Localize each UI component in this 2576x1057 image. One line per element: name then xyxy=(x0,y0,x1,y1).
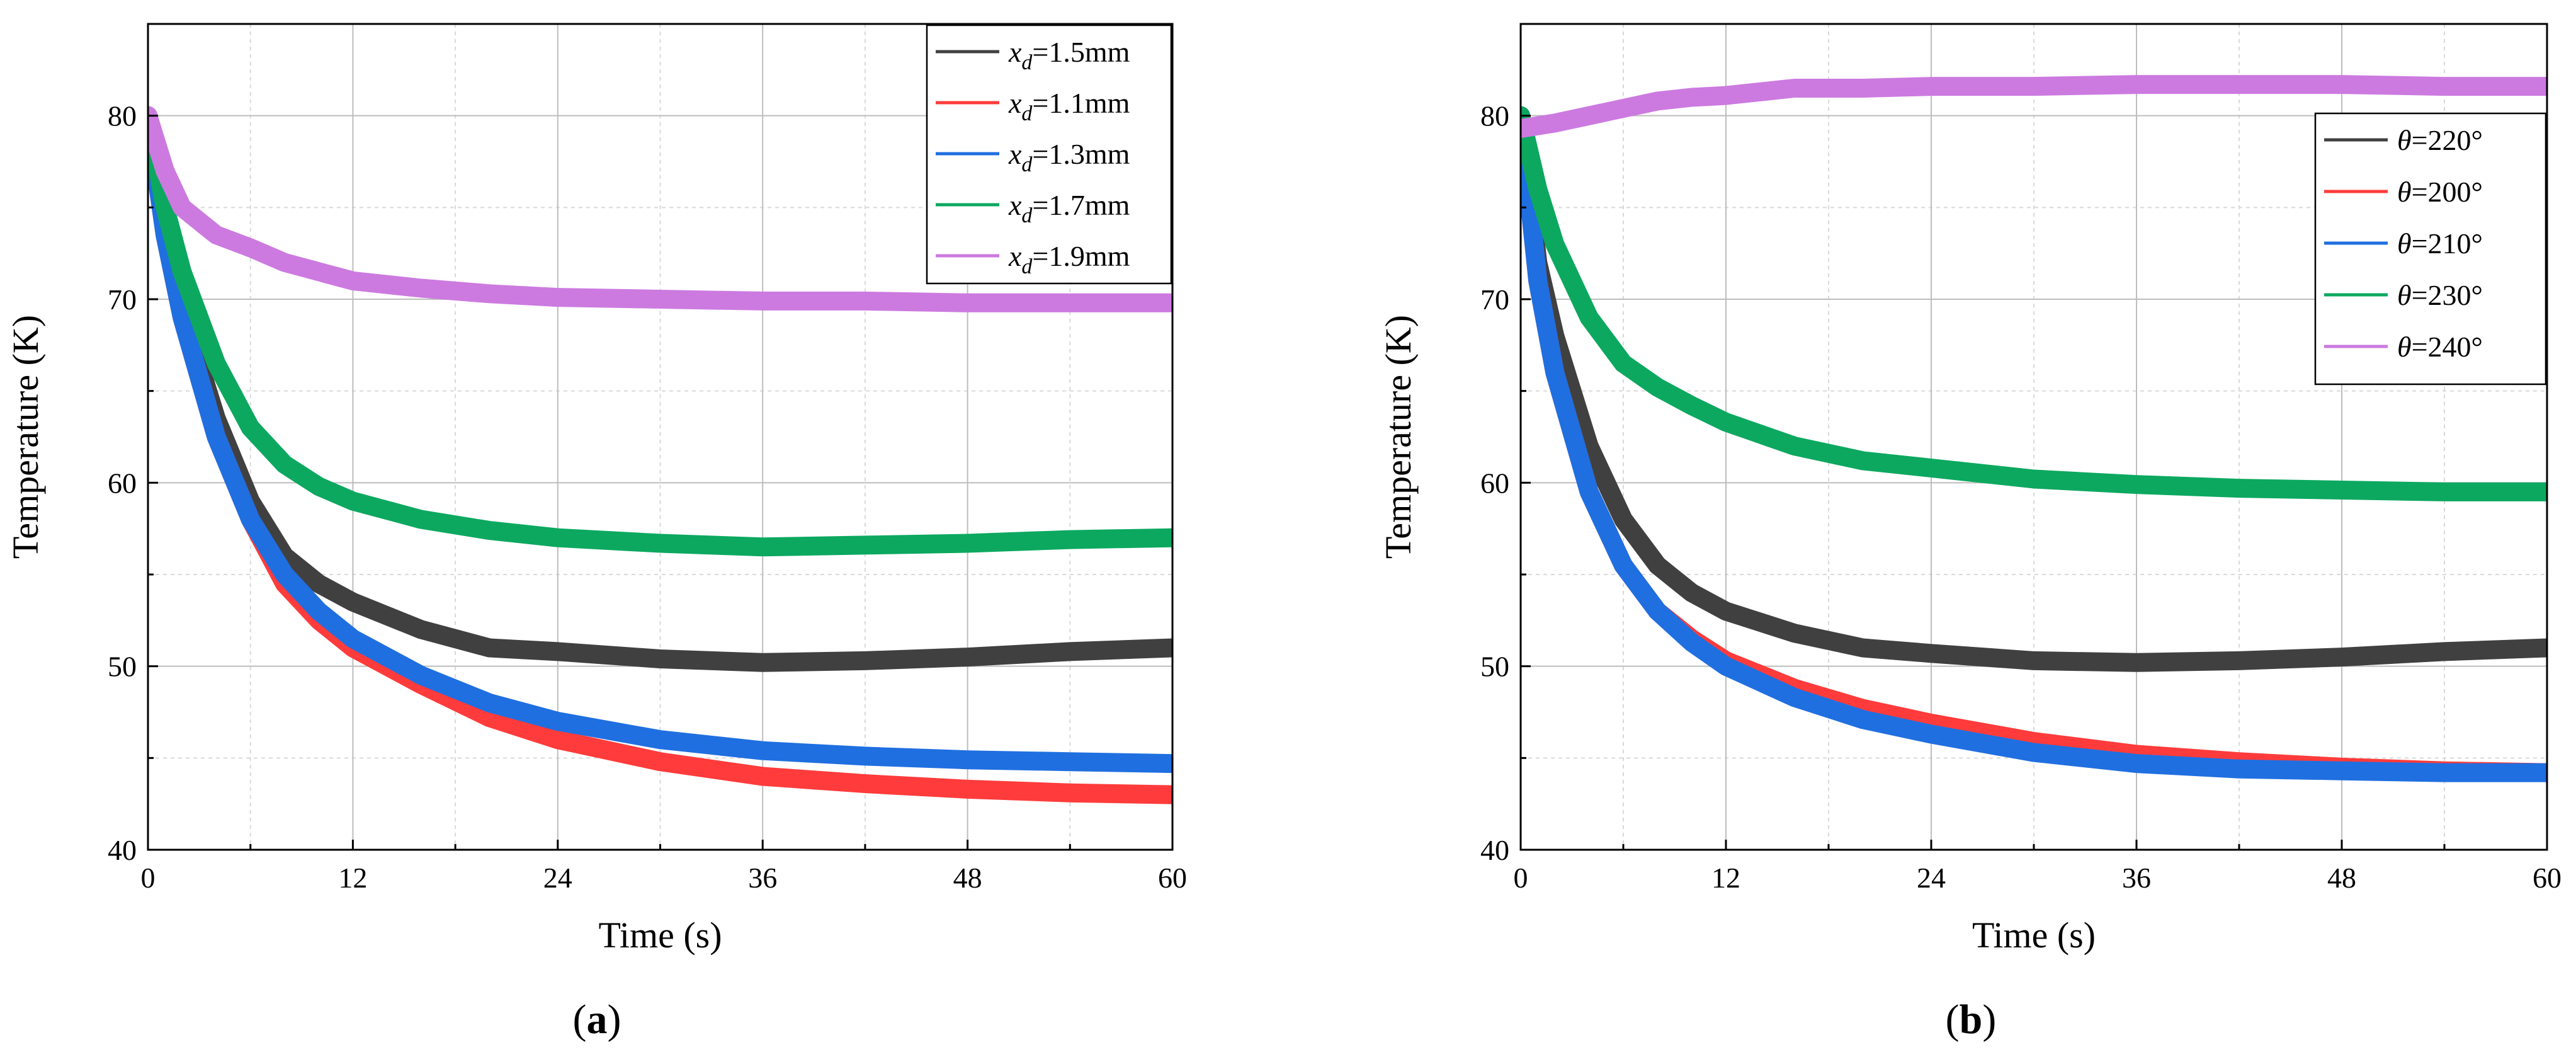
x-tick-label: 48 xyxy=(953,862,982,894)
series-line-3 xyxy=(1521,106,2547,501)
x-tick-label: 24 xyxy=(543,862,572,894)
y-axis-label: Temperature (K) xyxy=(1378,315,1419,559)
y-tick-label: 50 xyxy=(1480,651,1509,683)
chart-panel-b: 0 12 24 36 48 60 40 50 60 70 80 Time (s) Temperature… xyxy=(1378,23,2562,1043)
y-tick-label: 50 xyxy=(108,651,137,683)
y-tick-label: 80 xyxy=(1480,100,1509,132)
legend-label: θ=220° xyxy=(2397,124,2483,156)
chart-panel-a: 0 12 24 36 48 60 40 50 60 70 80 Time (s) Temperature… xyxy=(5,23,1187,1043)
series-group xyxy=(148,106,1172,804)
series-group xyxy=(1521,75,2547,782)
series-line-2 xyxy=(148,106,1172,774)
y-axis-label: Temperature (K) xyxy=(5,315,46,559)
x-tick-label: 60 xyxy=(2533,862,2562,894)
x-tick-label: 0 xyxy=(1514,862,1528,894)
legend: θ=220° θ=200° θ=210° θ=230° θ=240° xyxy=(2314,112,2547,386)
x-tick-label: 48 xyxy=(2327,862,2356,894)
legend: xd=1.5mm xd=1.1mm xd=1.3mm xd=1.7mm xd=1.9mm xyxy=(926,24,1172,285)
series-line-4 xyxy=(1521,75,2547,139)
panel-label: (b) xyxy=(1946,997,1997,1043)
legend-label: xd=1.1mm xyxy=(1008,87,1130,125)
y-tick-label: 40 xyxy=(108,834,137,866)
legend-label: xd=1.3mm xyxy=(1008,138,1130,176)
legend-label: θ=210° xyxy=(2397,227,2483,260)
legend-label: θ=230° xyxy=(2397,279,2483,311)
panel-label: (a) xyxy=(573,997,621,1043)
y-tick-label: 40 xyxy=(1480,834,1509,866)
legend-label: θ=200° xyxy=(2397,176,2483,208)
y-tick-label: 70 xyxy=(108,283,137,316)
x-tick-label: 36 xyxy=(2122,862,2151,894)
y-tick-label: 60 xyxy=(108,467,137,499)
y-tick-label: 70 xyxy=(1480,283,1509,316)
x-tick-label: 12 xyxy=(338,862,367,894)
x-tick-label: 60 xyxy=(1158,862,1187,894)
series-line-4 xyxy=(148,106,1172,312)
x-axis-label: Time (s) xyxy=(1972,915,2096,956)
x-axis-label: Time (s) xyxy=(598,915,722,956)
legend-label: xd=1.5mm xyxy=(1008,36,1130,74)
legend-label: xd=1.9mm xyxy=(1008,240,1130,278)
series-line-2 xyxy=(1521,106,2547,782)
x-tick-label: 12 xyxy=(1711,862,1740,894)
x-tick-label: 0 xyxy=(141,862,156,894)
series-line-0 xyxy=(1521,106,2547,672)
series-line-3 xyxy=(148,106,1172,557)
x-tick-label: 36 xyxy=(748,862,777,894)
y-tick-label: 60 xyxy=(1480,467,1509,499)
y-tick-label: 80 xyxy=(108,100,137,132)
x-tick-label: 24 xyxy=(1917,862,1946,894)
legend-frame xyxy=(2314,112,2547,386)
legend-label: θ=240° xyxy=(2397,331,2483,363)
legend-label: xd=1.7mm xyxy=(1008,189,1130,227)
